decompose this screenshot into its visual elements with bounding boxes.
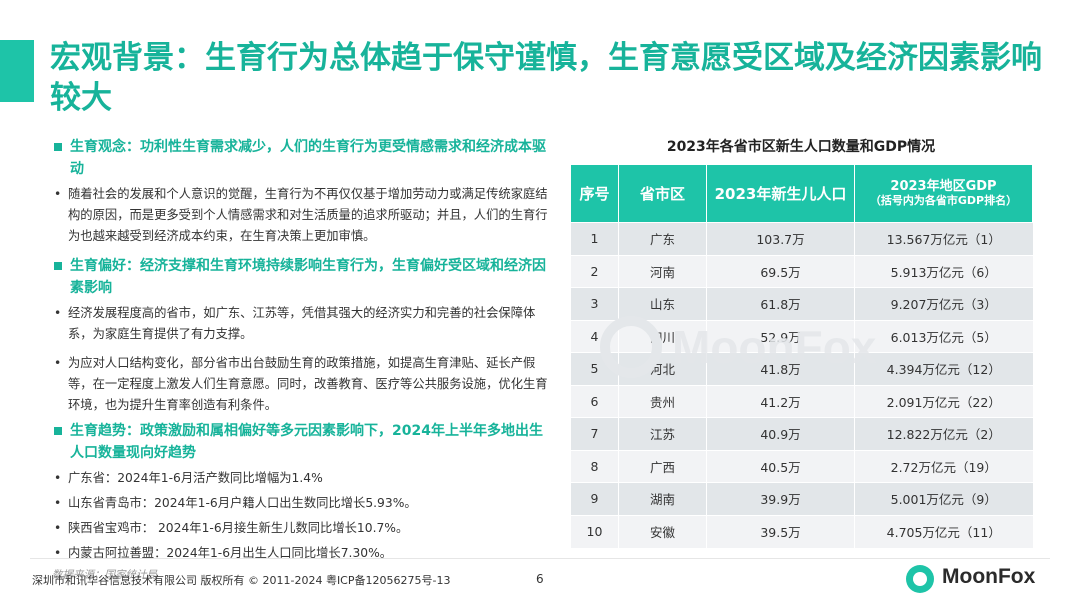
cell-gdp: 6.013万亿元（5） (854, 319, 1033, 353)
title-accent-bar (0, 40, 34, 102)
bullet-dot-icon: • (54, 471, 62, 485)
cell-province: 四川 (618, 319, 707, 353)
cell-province: 安徽 (618, 514, 707, 548)
cell-births: 61.8万 (706, 287, 855, 320)
cell-province: 河南 (618, 254, 707, 288)
cell-births: 39.9万 (706, 482, 855, 515)
square-bullet-icon (54, 427, 62, 435)
page-number: 6 (536, 572, 544, 586)
page-title: 宏观背景：生育行为总体趋于保守谨慎，生育意愿受区域及经济因素影响较大 (50, 40, 1042, 116)
cell-births: 41.2万 (706, 384, 855, 418)
bullet-dot-icon: • (54, 356, 62, 370)
section-heading-text: 生育趋势：政策激励和属相偏好等多元因素影响下，2024年上半年多地出生人口数量现… (70, 423, 543, 461)
bullet-item: • 陕西省宝鸡市： 2024年1-6月接生新生儿数同比增长10.7%。 (52, 518, 552, 539)
section-heading-preference: 生育偏好：经济支撑和生育环境持续影响生育行为，生育偏好受区域和经济因素影响 (52, 255, 552, 299)
cell-index: 4 (570, 319, 619, 353)
square-bullet-icon (54, 262, 62, 270)
table-row: 6 贵州 41.2万 2.091万亿元（22） (570, 384, 1033, 418)
bullet-dot-icon: • (54, 187, 62, 201)
section-heading-text: 生育偏好：经济支撑和生育环境持续影响生育行为，生育偏好受区域和经济因素影响 (70, 258, 546, 296)
cell-index: 6 (570, 384, 619, 418)
footer-divider (30, 558, 1050, 559)
cell-index: 8 (570, 449, 619, 483)
header-index: 序号 (570, 164, 619, 223)
cell-gdp: 4.705万亿元（11） (854, 514, 1033, 548)
bullet-text: 内蒙古阿拉善盟：2024年1-6月出生人口同比增长7.30%。 (68, 546, 393, 560)
cell-gdp: 13.567万亿元（1） (854, 222, 1033, 255)
cell-births: 103.7万 (706, 222, 855, 255)
cell-index: 5 (570, 352, 619, 385)
table-row: 2 河南 69.5万 5.913万亿元（6） (570, 254, 1033, 288)
cell-province: 山东 (618, 287, 707, 320)
table-row: 9 湖南 39.9万 5.001万亿元（9） (570, 482, 1033, 515)
cell-gdp: 5.913万亿元（6） (854, 254, 1033, 288)
cell-gdp: 12.822万亿元（2） (854, 417, 1033, 450)
bullet-dot-icon: • (54, 496, 62, 510)
table-row: 8 广西 40.5万 2.72万亿元（19） (570, 449, 1033, 483)
header-births: 2023年新生儿人口 (706, 164, 855, 223)
header-gdp: 2023年地区GDP （括号内为各省市GDP排名） (854, 164, 1033, 223)
bullet-text: 陕西省宝鸡市： 2024年1-6月接生新生儿数同比增长10.7%。 (68, 521, 409, 535)
bullet-text: 广东省：2024年1-6月活产数同比增幅为1.4% (68, 471, 323, 485)
bullet-item: • 随着社会的发展和个人意识的觉醒，生育行为不再仅仅基于增加劳动力或满足传统家庭… (52, 184, 552, 247)
bullet-item: • 经济发展程度高的省市，如广东、江苏等，凭借其强大的经济实力和完善的社会保障体… (52, 303, 552, 345)
cell-gdp: 4.394万亿元（12） (854, 352, 1033, 385)
cell-index: 9 (570, 482, 619, 515)
cell-index: 10 (570, 514, 619, 548)
bullet-item: • 为应对人口结构变化，部分省市出台鼓励生育的政策措施，如提高生育津贴、延长产假… (52, 353, 552, 416)
cell-gdp: 9.207万亿元（3） (854, 287, 1033, 320)
logo-text: MoonFox (942, 565, 1036, 588)
table-row: 5 河北 41.8万 4.394万亿元（12） (570, 352, 1033, 385)
bullet-text: 经济发展程度高的省市，如广东、江苏等，凭借其强大的经济实力和完善的社会保障体系，… (68, 306, 536, 341)
left-content: 生育观念：功利性生育需求减少，人们的生育行为更受情感需求和经济成本驱动 • 随着… (52, 136, 552, 582)
table-row: 4 四川 52.9万 6.013万亿元（5） (570, 319, 1033, 353)
cell-province: 湖南 (618, 482, 707, 515)
moonfox-logo-icon (906, 565, 934, 593)
header-gdp-main: 2023年地区GDP (890, 178, 997, 194)
cell-births: 40.5万 (706, 449, 855, 483)
cell-gdp: 5.001万亿元（9） (854, 482, 1033, 515)
table-header-row: 序号 省市区 2023年新生儿人口 2023年地区GDP （括号内为各省市GDP… (570, 164, 1033, 223)
bullet-item: • 山东省青岛市：2024年1-6月户籍人口出生数同比增长5.93%。 (52, 493, 552, 514)
moonfox-logo: MoonFox (906, 562, 1066, 598)
bullet-text: 随着社会的发展和个人意识的觉醒，生育行为不再仅仅基于增加劳动力或满足传统家庭结构… (68, 187, 548, 243)
cell-births: 40.9万 (706, 417, 855, 450)
cell-index: 3 (570, 287, 619, 320)
header-province: 省市区 (618, 164, 707, 223)
cell-births: 52.9万 (706, 319, 855, 353)
bullet-text: 山东省青岛市：2024年1-6月户籍人口出生数同比增长5.93%。 (68, 496, 417, 510)
bullet-dot-icon: • (54, 306, 62, 320)
cell-births: 69.5万 (706, 254, 855, 288)
bullet-text: 为应对人口结构变化，部分省市出台鼓励生育的政策措施，如提高生育津贴、延长产假等，… (68, 356, 548, 412)
table-row: 10 安徽 39.5万 4.705万亿元（11） (570, 514, 1033, 548)
cell-births: 39.5万 (706, 514, 855, 548)
bullet-dot-icon: • (54, 521, 62, 535)
section-heading-text: 生育观念：功利性生育需求减少，人们的生育行为更受情感需求和经济成本驱动 (70, 139, 546, 177)
birth-gdp-table: 序号 省市区 2023年新生儿人口 2023年地区GDP （括号内为各省市GDP… (570, 164, 1033, 548)
cell-province: 贵州 (618, 384, 707, 418)
cell-gdp: 2.72万亿元（19） (854, 449, 1033, 483)
bullet-dot-icon: • (54, 546, 62, 560)
bullet-item: • 广东省：2024年1-6月活产数同比增幅为1.4% (52, 468, 552, 489)
header-gdp-sub: （括号内为各省市GDP排名） (869, 193, 1018, 207)
cell-births: 41.8万 (706, 352, 855, 385)
bullet-item: • 内蒙古阿拉善盟：2024年1-6月出生人口同比增长7.30%。 (52, 543, 552, 564)
section-heading-views: 生育观念：功利性生育需求减少，人们的生育行为更受情感需求和经济成本驱动 (52, 136, 552, 180)
cell-province: 广东 (618, 222, 707, 255)
table-row: 1 广东 103.7万 13.567万亿元（1） (570, 222, 1033, 255)
cell-province: 河北 (618, 352, 707, 385)
cell-index: 1 (570, 222, 619, 255)
data-source-note: 数据来源：国家统计局 (52, 569, 157, 581)
cell-index: 7 (570, 417, 619, 450)
cell-index: 2 (570, 254, 619, 288)
cell-province: 江苏 (618, 417, 707, 450)
table-row: 7 江苏 40.9万 12.822万亿元（2） (570, 417, 1033, 450)
section-heading-trend: 生育趋势：政策激励和属相偏好等多元因素影响下，2024年上半年多地出生人口数量现… (52, 420, 552, 464)
table-title: 2023年各省市区新生人口数量和GDP情况 (666, 139, 936, 155)
footer-copyright: 深圳市和讯华谷信息技术有限公司 版权所有 © 2011-2024 粤ICP备12… (32, 574, 451, 587)
square-bullet-icon (54, 143, 62, 151)
cell-province: 广西 (618, 449, 707, 483)
table-row: 3 山东 61.8万 9.207万亿元（3） (570, 287, 1033, 320)
cell-gdp: 2.091万亿元（22） (854, 384, 1033, 418)
